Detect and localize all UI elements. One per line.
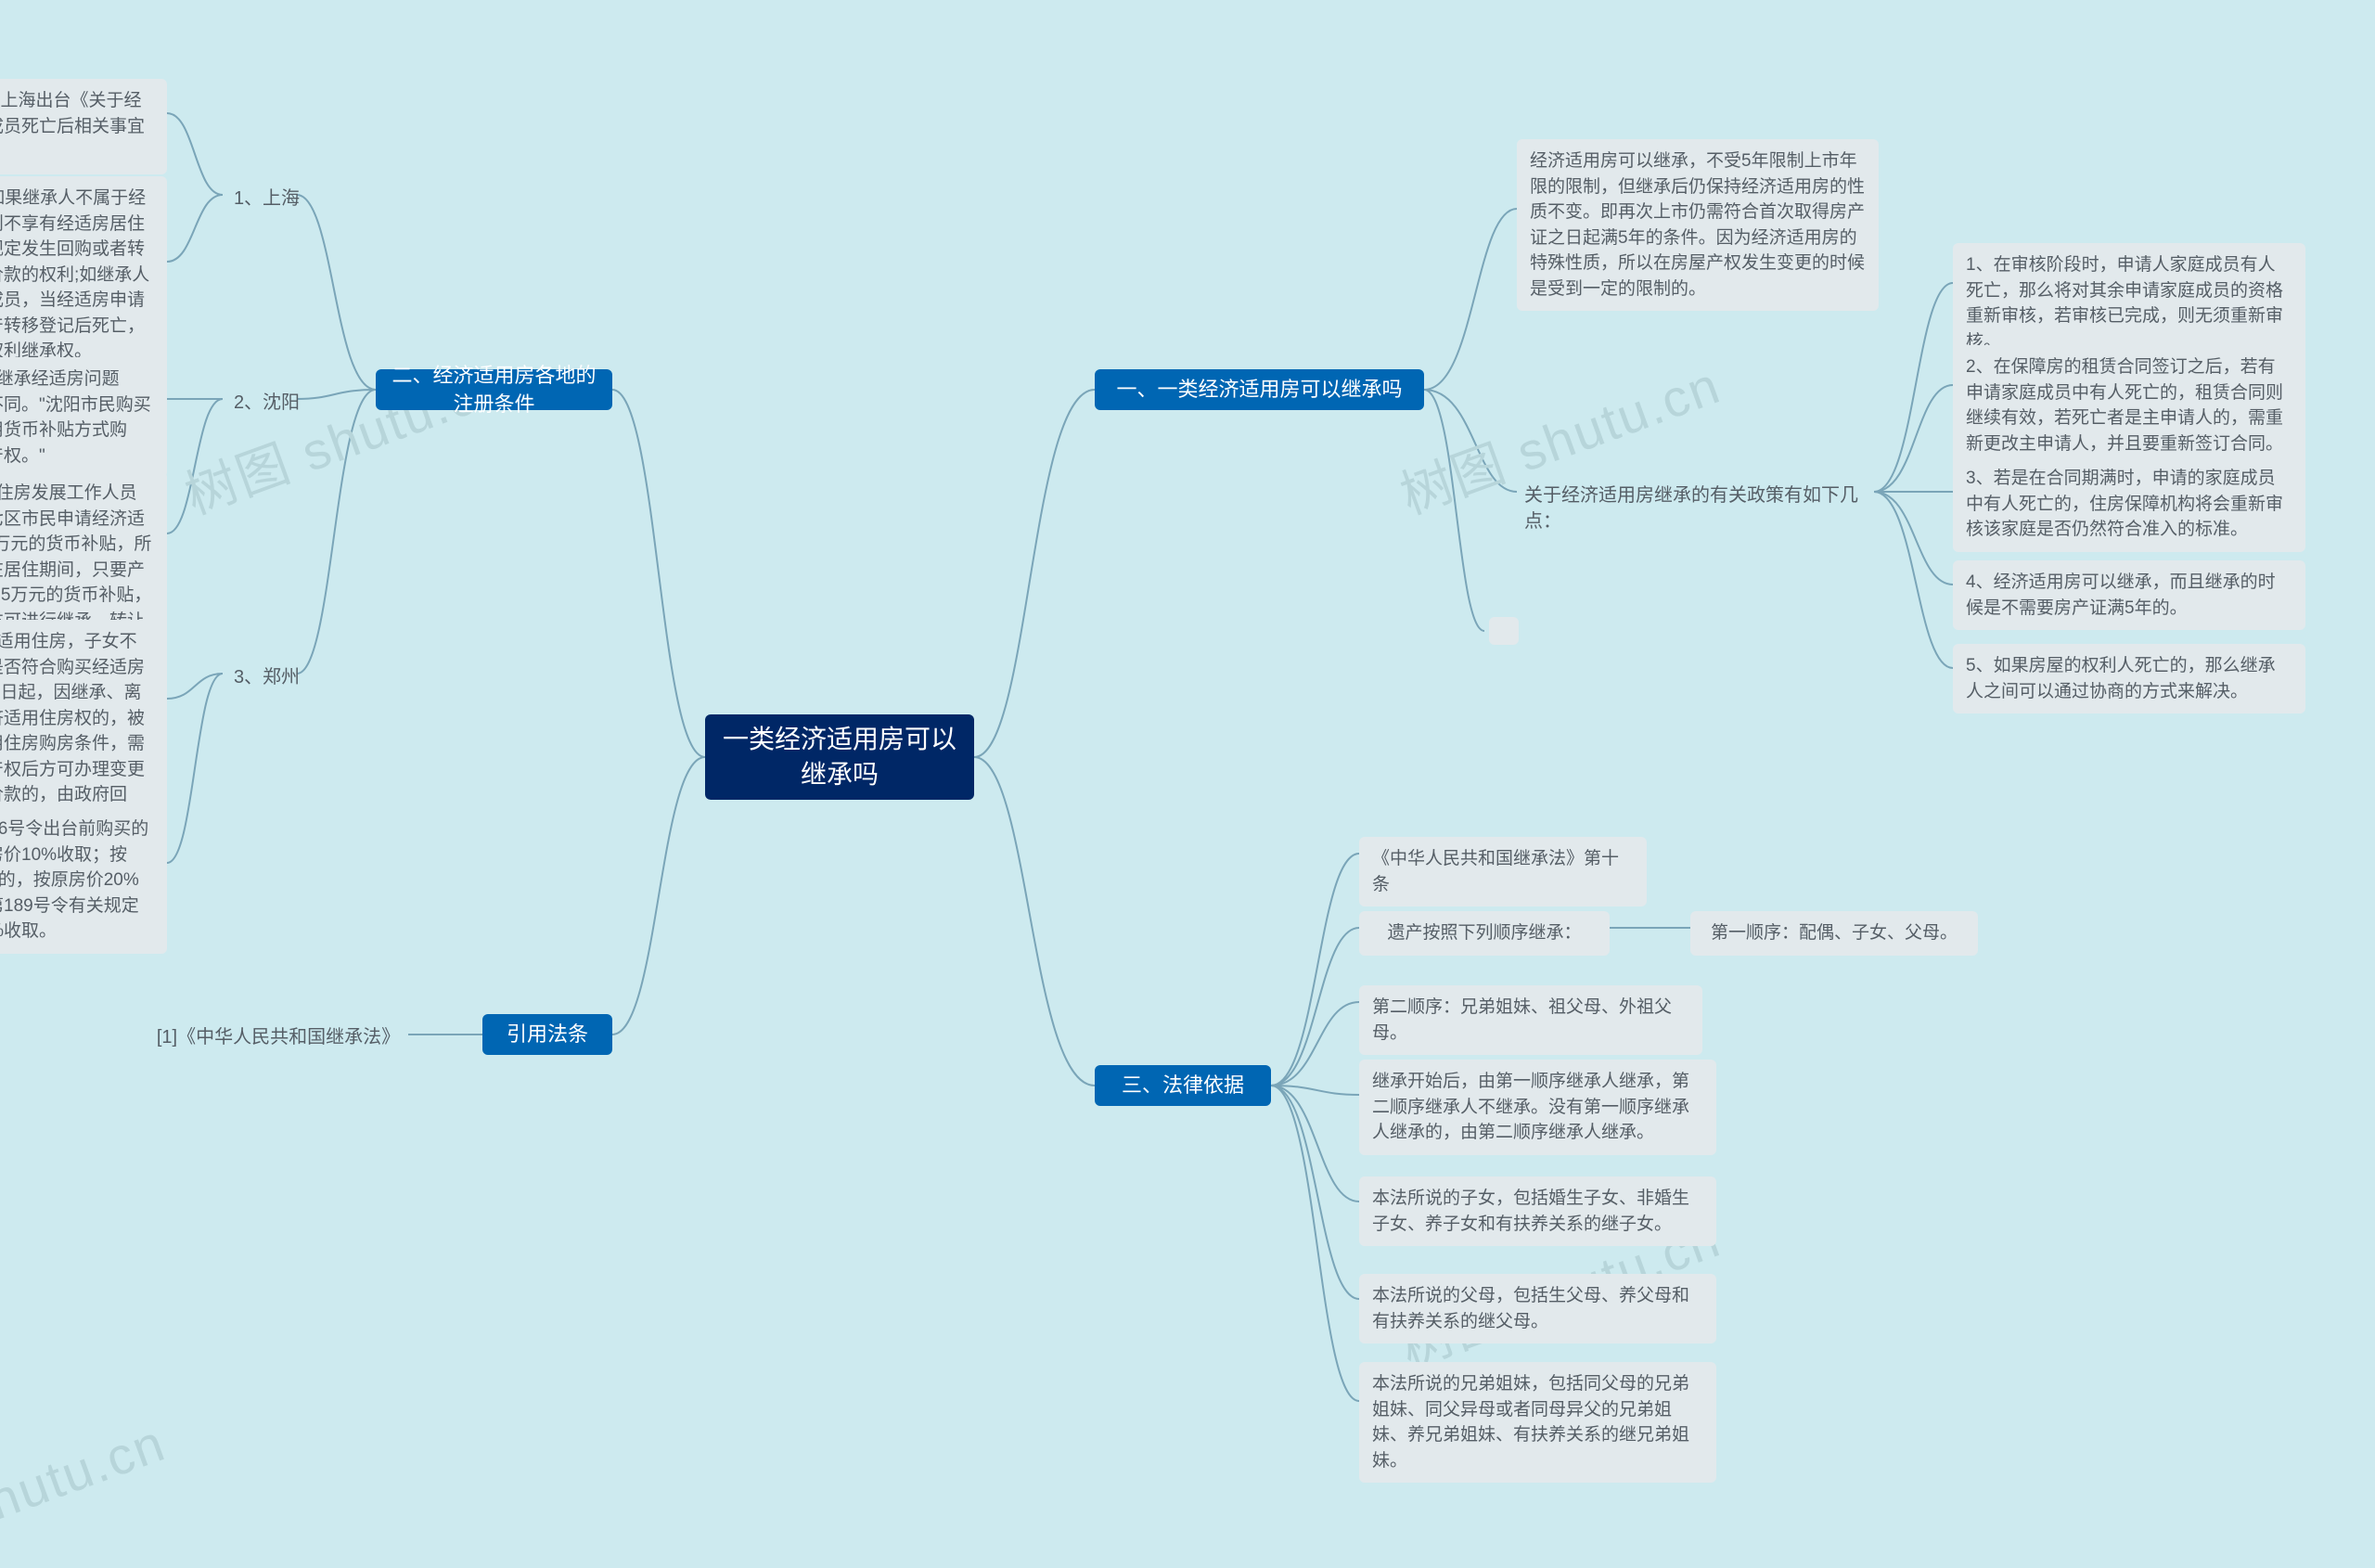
s2-c2-p1: （1）在家庭成员能否继承经适房问题上，沈阳和上海有所不同。"沈阳市民购买经济适用… [0, 357, 167, 478]
branch-section1[interactable]: 一、一类经济适用房可以继承吗 [1095, 369, 1424, 410]
branch-section3[interactable]: 三、法律依据 [1095, 1065, 1271, 1106]
s2-c3-p2: （2）郑州市政府第146号令出台前购买的经济适用住房，按原房价10%收取；按14… [0, 807, 167, 954]
s1-sub-b: 关于经济适用房继承的有关政策有如下几点： [1517, 479, 1874, 539]
connector-layer [0, 0, 2375, 1515]
s2-c1-p2: （2）《意见》规定，如果继承人不属于经适房申请家庭成员，则不享有经适房居住使用权… [0, 176, 167, 374]
branch-section2[interactable]: 二、经济适用房各地的注册条件 [376, 369, 612, 410]
s2-c1-p1: （1）2011年4月7日，上海出台《关于经济适用住房申请家庭成员死亡后相关事宜的… [0, 79, 167, 174]
s1-empty-leaf [1489, 617, 1519, 645]
s1-point-2: 2、在保障房的租赁合同签订之后，若有申请家庭成员中有人死亡的，租赁合同则继续有效… [1953, 345, 2305, 466]
s1-point-5: 5、如果房屋的权利人死亡的，那么继承人之间可以通过协商的方式来解决。 [1953, 644, 2305, 713]
s1-leaf-a: 经济适用房可以继承，不受5年限制上市年限的限制，但继承后仍保持经济适用房的性质不… [1517, 139, 1879, 311]
branch-citation[interactable]: 引用法条 [482, 1014, 612, 1055]
s3-item-1: 《中华人民共和国继承法》第十条 [1359, 837, 1647, 906]
s3-item-7: 本法所说的兄弟姐妹，包括同父母的兄弟姐妹、同父异母或者同母异父的兄弟姐妹、养兄弟… [1359, 1362, 1716, 1483]
s2-city3-label: 3、郑州 [223, 661, 311, 694]
s3-item-2-extra: 第一顺序：配偶、子女、父母。 [1690, 911, 1978, 956]
citation-ref: [1]《中华人民共和国继承法》 [148, 1021, 408, 1054]
s3-item-2: 遗产按照下列顺序继承： [1359, 911, 1610, 956]
s1-point-4: 4、经济适用房可以继承，而且继承的时候是不需要房产证满5年的。 [1953, 560, 2305, 630]
s3-item-4: 继承开始后，由第一顺序继承人继承，第二顺序继承人不继承。没有第一顺序继承人继承的… [1359, 1060, 1716, 1155]
s3-item-3: 第二顺序：兄弟姐妹、祖父母、外祖父母。 [1359, 985, 1702, 1055]
s2-city2-label: 2、沈阳 [223, 386, 311, 419]
watermark: 图 shutu.cn [0, 1402, 174, 1568]
root-node[interactable]: 一类经济适用房可以继承吗 [705, 714, 974, 800]
s2-city1-label: 1、上海 [223, 182, 311, 215]
s3-item-6: 本法所说的父母，包括生父母、养父母和有扶养关系的继父母。 [1359, 1274, 1716, 1343]
s1-point-3: 3、若是在合同期满时，申请的家庭成员中有人死亡的，住房保障机构将会重新审核该家庭… [1953, 456, 2305, 552]
s3-item-5: 本法所说的子女，包括婚生子女、非婚生子女、养子女和有扶养关系的继子女。 [1359, 1176, 1716, 1246]
